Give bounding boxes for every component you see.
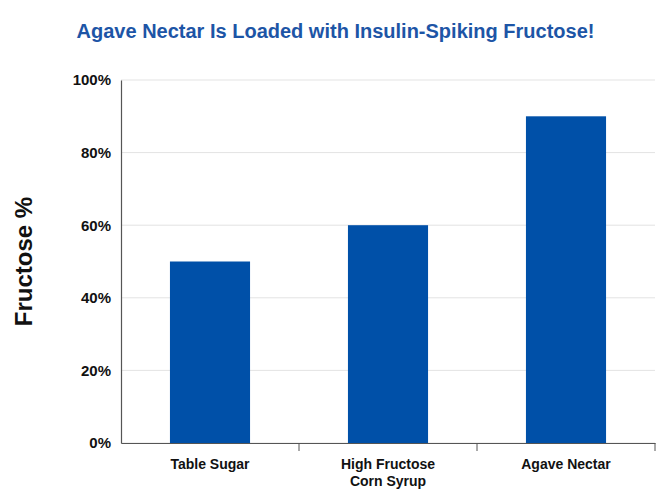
category-separator [477, 443, 478, 451]
bar [526, 116, 606, 443]
x-tick-label: Agave Nectar [521, 456, 611, 472]
x-axis: Table Sugar High FructoseCorn Syrup Agave … [122, 443, 656, 489]
plot-area: 0% 20% 40% 60% 80% 100% Table Sugar High Fructo… [73, 71, 656, 489]
y-tick-label: 60% [81, 217, 111, 234]
y-tick: 0% [89, 434, 121, 451]
x-tick-label: High FructoseCorn Syrup [341, 456, 435, 489]
y-tick-label: 40% [81, 289, 111, 306]
bar [348, 225, 428, 443]
y-tick: 80% [81, 144, 121, 161]
y-axis-line [121, 81, 122, 444]
y-tick-label: 20% [81, 362, 111, 379]
category-separator [299, 443, 300, 451]
x-tick-labels: Table Sugar High FructoseCorn Syrup Agave … [170, 456, 611, 489]
category-separator [655, 443, 656, 451]
chart-container: 0% 20% 40% 60% 80% 100% Table Sugar High Fructo… [0, 0, 671, 500]
y-tick-label: 0% [89, 434, 111, 451]
y-tick: 20% [81, 362, 121, 379]
y-axis: 0% 20% 40% 60% 80% 100% [73, 71, 122, 451]
y-tick-label: 100% [73, 71, 111, 88]
x-tick-label: Table Sugar [170, 456, 250, 472]
bar [170, 262, 250, 444]
x-axis-line [122, 443, 656, 444]
category-separators [299, 443, 655, 451]
grid-line [121, 80, 655, 81]
y-tick: 100% [73, 71, 121, 88]
chart-svg: 0% 20% 40% 60% 80% 100% Table Sugar High Fructo… [0, 0, 671, 500]
y-axis-title: Fructose % [10, 197, 37, 326]
y-tick: 60% [81, 217, 121, 234]
bars [170, 116, 606, 443]
grid [121, 80, 655, 443]
chart-title: Agave Nectar Is Loaded with Insulin-Spik… [77, 20, 595, 42]
y-tick-label: 80% [81, 144, 111, 161]
y-tick: 40% [81, 289, 121, 306]
